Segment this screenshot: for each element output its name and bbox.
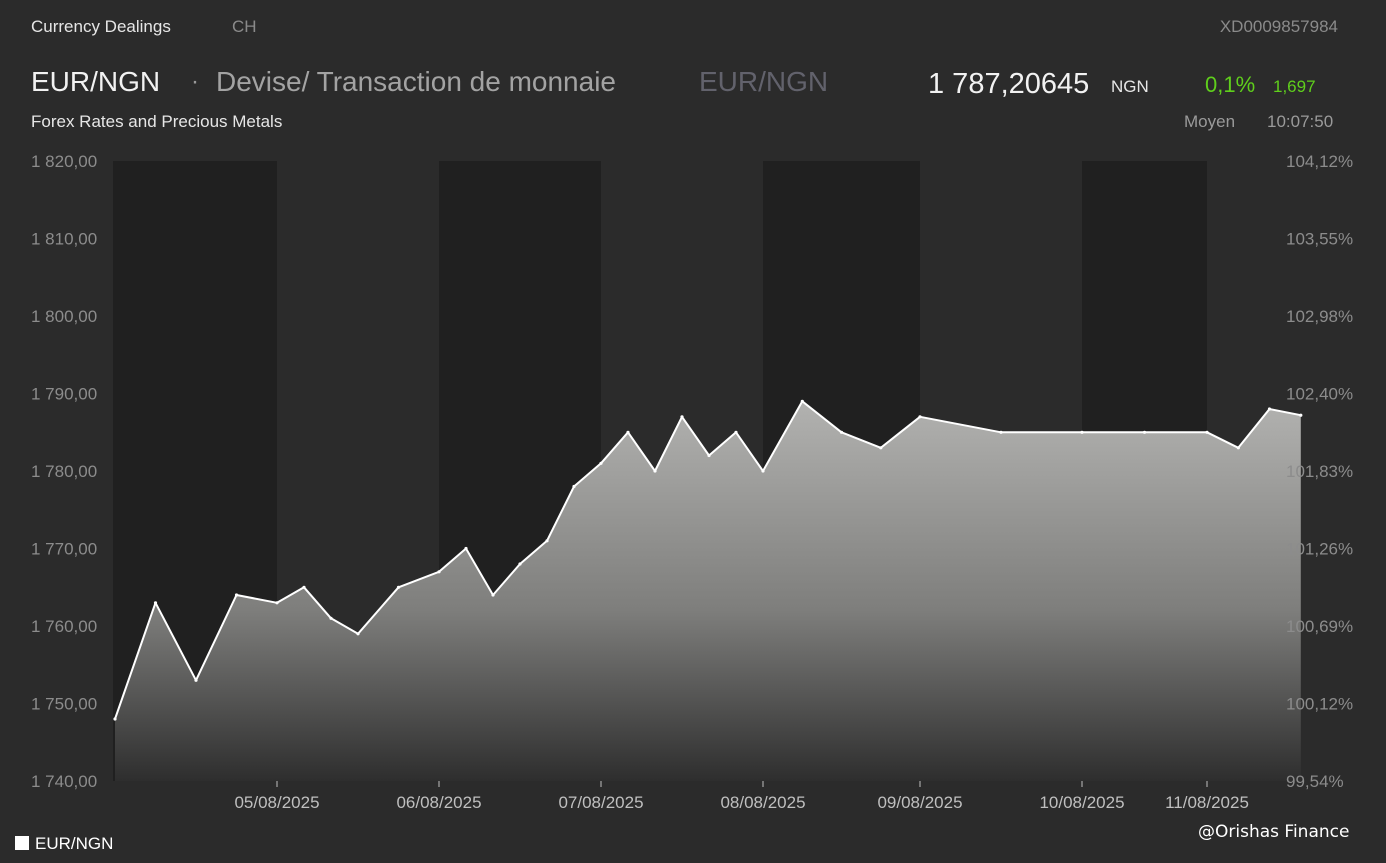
data-point (761, 469, 765, 473)
data-point (1236, 446, 1240, 450)
x-tick-label: 07/08/2025 (558, 793, 643, 812)
y2-tick-label: 103,55% (1286, 230, 1353, 249)
y-tick-label: 1 800,00 (31, 307, 97, 326)
data-point (800, 399, 804, 403)
price-currency: NGN (1111, 77, 1149, 96)
instrument-pair-secondary: EUR/NGN (699, 66, 829, 97)
data-point (275, 601, 279, 605)
data-point (1299, 413, 1303, 417)
y-tick-label: 1 790,00 (31, 385, 97, 404)
data-point (545, 539, 549, 543)
data-point (113, 717, 117, 721)
price-mode: Moyen (1184, 112, 1236, 131)
data-point (1080, 430, 1084, 434)
y-tick-label: 1 770,00 (31, 540, 97, 559)
y-axis-left: 1 820,00 1 810,00 1 800,00 1 790,00 1 780,00… (31, 152, 97, 791)
y2-tick-label: 99,54% (1286, 772, 1344, 791)
change-percent: 0,1% (1205, 72, 1256, 97)
chart-legend[interactable]: EUR/NGN (15, 834, 113, 854)
data-point (918, 415, 922, 419)
legend-label: EUR/NGN (35, 834, 114, 853)
watermark: @Orishas Finance (1198, 822, 1350, 842)
x-tick-label: 09/08/2025 (877, 793, 962, 812)
instrument-category: Forex Rates and Precious Metals (31, 112, 283, 131)
y-tick-label: 1 760,00 (31, 617, 97, 636)
data-point (329, 616, 333, 620)
y2-tick-label: 101,83% (1286, 462, 1353, 481)
legend-swatch (15, 836, 29, 850)
area-layer (113, 399, 1303, 781)
data-point (879, 446, 883, 450)
data-point (734, 430, 738, 434)
y-tick-label: 1 750,00 (31, 695, 97, 714)
instrument-pair: EUR/NGN (31, 66, 161, 97)
x-axis: 05/08/2025 06/08/2025 07/08/2025 08/08/2025… (234, 781, 1249, 812)
instrument-description: Devise/ Transaction de monnaie (216, 66, 616, 97)
data-point (626, 430, 630, 434)
data-point (518, 562, 522, 566)
y-axis-right: 104,12% 103,55% 102,98% 102,40% 101,83% 101,2… (1286, 152, 1353, 791)
x-tick-label: 08/08/2025 (720, 793, 805, 812)
x-tick-label: 11/08/2025 (1165, 793, 1249, 812)
y2-tick-label: 104,12% (1286, 152, 1353, 171)
data-point (464, 546, 468, 551)
data-point (1267, 407, 1272, 411)
data-point (491, 593, 495, 597)
data-point (599, 461, 603, 465)
data-point (356, 632, 360, 636)
y2-tick-label: 100,69% (1286, 617, 1353, 636)
data-point (839, 430, 844, 434)
data-point (153, 601, 158, 605)
data-point (653, 469, 657, 473)
y2-tick-label: 101,26% (1286, 540, 1353, 559)
title-separator: · (191, 68, 199, 95)
y2-tick-label: 102,98% (1286, 307, 1353, 326)
y2-tick-label: 100,12% (1286, 695, 1353, 714)
x-tick-label: 10/08/2025 (1039, 793, 1124, 812)
data-point (1205, 430, 1209, 434)
data-point (707, 453, 711, 458)
quote-time: 10:07:50 (1267, 112, 1334, 131)
data-point (396, 585, 401, 589)
y2-tick-label: 102,40% (1286, 385, 1353, 404)
x-tick-label: 06/08/2025 (396, 793, 481, 812)
data-point (437, 570, 441, 574)
data-point (572, 484, 576, 489)
data-point (680, 415, 684, 419)
data-point (234, 593, 239, 597)
x-tick-label: 05/08/2025 (234, 793, 319, 812)
data-point (194, 678, 198, 682)
y-tick-label: 1 810,00 (31, 230, 97, 249)
data-point (302, 585, 306, 589)
change-absolute: 1,697 (1273, 77, 1316, 96)
data-point (999, 430, 1003, 434)
data-point (1142, 430, 1147, 434)
brand-name: Currency Dealings (31, 17, 171, 36)
isin-code: XD0009857984 (1219, 17, 1338, 36)
y-tick-label: 1 780,00 (31, 462, 97, 481)
y-tick-label: 1 740,00 (31, 772, 97, 791)
y-tick-label: 1 820,00 (31, 152, 97, 171)
last-price: 1 787,20645 (928, 68, 1090, 100)
series-area (115, 401, 1301, 781)
country-code: CH (232, 17, 257, 36)
